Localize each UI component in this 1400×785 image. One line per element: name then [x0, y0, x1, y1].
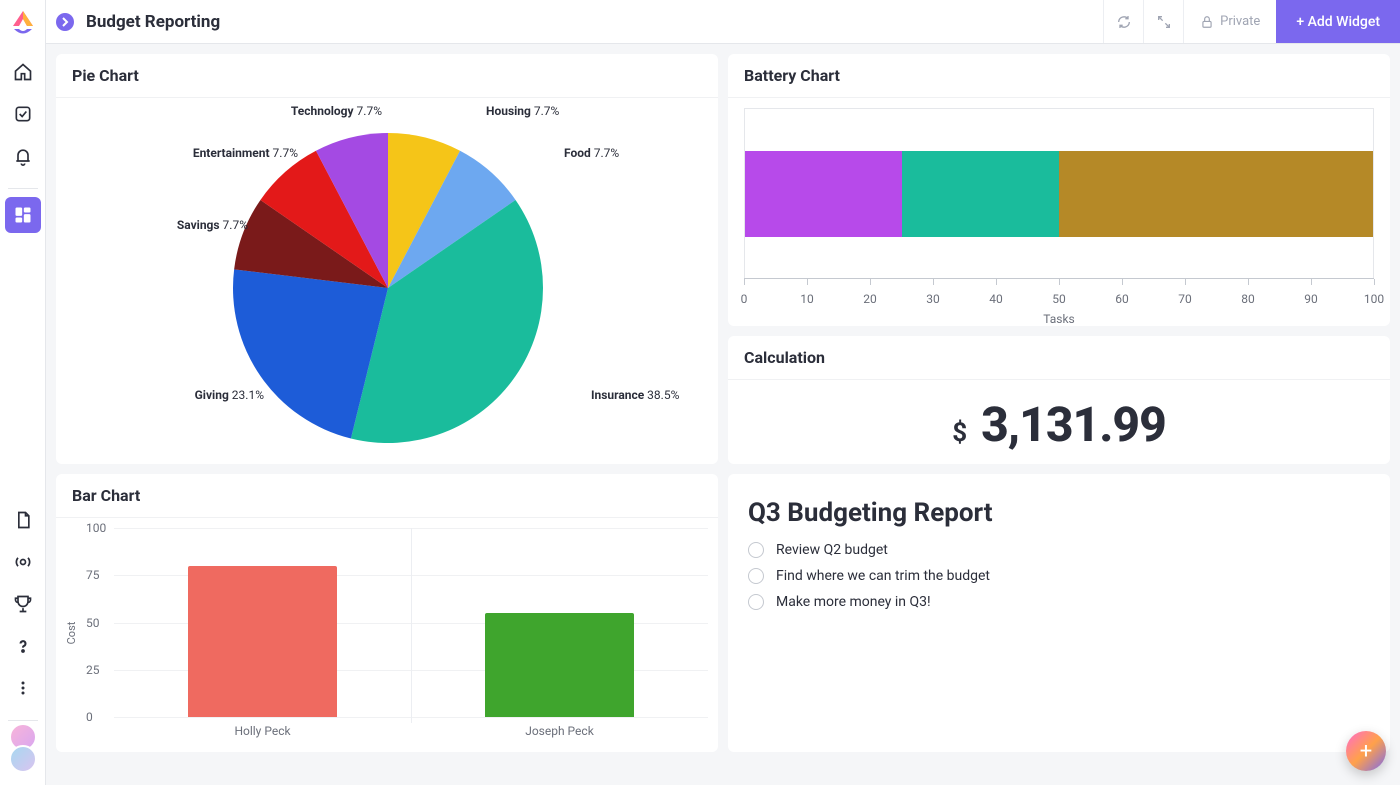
battery-chart	[744, 108, 1374, 278]
checkbox-icon[interactable]	[748, 594, 764, 610]
refresh-button[interactable]	[1103, 0, 1143, 43]
battery-segment[interactable]	[1059, 151, 1373, 237]
bell-icon[interactable]	[5, 138, 41, 174]
checkbox-icon[interactable]	[748, 542, 764, 558]
nav-divider	[8, 720, 38, 721]
card-title: Pie Chart	[56, 54, 718, 98]
app-logo[interactable]	[8, 8, 38, 38]
pie-slice-label: Insurance 38.5%	[591, 388, 679, 402]
dashboard-icon[interactable]	[5, 197, 41, 233]
axis-tick-label: 0	[741, 292, 748, 306]
docs-icon[interactable]	[5, 502, 41, 538]
pie-slice-label: Technology 7.7%	[291, 104, 382, 118]
bar-chart-card: Bar Chart Cost 0 25 50 75 100 Holly Peck Jose…	[56, 474, 718, 752]
goals-icon[interactable]	[5, 586, 41, 622]
axis-tick-label: 10	[800, 292, 814, 306]
fab-add-button[interactable]: +	[1346, 731, 1386, 771]
card-title: Bar Chart	[56, 474, 718, 518]
axis-tick-label: 90	[1304, 292, 1318, 306]
home-icon[interactable]	[5, 54, 41, 90]
pie-slice-label: Food 7.7%	[564, 146, 619, 160]
expand-button[interactable]	[1143, 0, 1183, 43]
add-widget-button[interactable]: + Add Widget	[1276, 0, 1400, 43]
pie-slice-label: Housing 7.7%	[486, 104, 559, 118]
checklist-item[interactable]: Review Q2 budget	[748, 542, 1370, 558]
more-icon[interactable]	[5, 670, 41, 706]
pie-slice-label: Entertainment 7.7%	[193, 146, 298, 160]
axis-title: Tasks	[744, 312, 1374, 326]
y-tick-label: 75	[86, 568, 100, 582]
checklist-item-label: Review Q2 budget	[776, 542, 888, 558]
card-title: Calculation	[728, 336, 1390, 380]
y-tick-label: 100	[86, 521, 106, 535]
expand-sidebar-button[interactable]	[56, 13, 74, 31]
tasks-icon[interactable]	[5, 96, 41, 132]
axis-tick-label: 80	[1241, 292, 1255, 306]
pie-slice-label: Savings 7.7%	[177, 218, 248, 232]
checklist-item[interactable]: Make more money in Q3!	[748, 594, 1370, 610]
checklist-item[interactable]: Find where we can trim the budget	[748, 568, 1370, 584]
bar[interactable]	[188, 566, 337, 717]
calc-prefix: $	[952, 418, 967, 448]
axis-tick-label: 50	[1052, 292, 1066, 306]
avatars[interactable]	[9, 729, 37, 785]
private-label: Private	[1220, 14, 1260, 29]
help-icon[interactable]	[5, 628, 41, 664]
axis-tick-label: 100	[1364, 292, 1384, 306]
bar[interactable]	[485, 613, 634, 717]
axis-tick-label: 70	[1178, 292, 1192, 306]
card-title: Battery Chart	[728, 54, 1390, 98]
y-tick-label: 50	[86, 616, 100, 630]
y-axis-label: Cost	[65, 622, 78, 645]
avatar[interactable]	[9, 745, 37, 773]
report-card: Q3 Budgeting Report Review Q2 budget Find…	[728, 474, 1390, 752]
calc-value: 3,131.99	[981, 396, 1166, 453]
page-title: Budget Reporting	[86, 12, 220, 32]
calculation-card: Calculation $ 3,131.99	[728, 336, 1390, 464]
checkbox-icon[interactable]	[748, 568, 764, 584]
battery-chart-card: Battery Chart 0 10 20 30 40 50 60 70 80 90 100 Tas…	[728, 54, 1390, 326]
axis-tick-label: 40	[989, 292, 1003, 306]
bar-chart: Cost 0 25 50 75 100 Holly Peck Joseph Peck	[56, 518, 718, 748]
report-title: Q3 Budgeting Report	[748, 498, 1370, 528]
battery-segment[interactable]	[745, 151, 902, 237]
checklist-item-label: Find where we can trim the budget	[776, 568, 990, 584]
pie-chart-card: Pie Chart Housing 7.7% Food 7.7% Insurance…	[56, 54, 718, 464]
nav-divider	[8, 188, 38, 189]
axis-tick-label: 30	[926, 292, 940, 306]
y-tick-label: 25	[86, 663, 100, 677]
topbar: Budget Reporting Private + Add Widget	[46, 0, 1400, 44]
axis-tick-label: 20	[863, 292, 877, 306]
sidebar	[0, 0, 46, 785]
y-tick-label: 0	[86, 710, 93, 724]
bar-label: Joseph Peck	[525, 724, 594, 738]
private-button[interactable]: Private	[1183, 0, 1276, 43]
lock-icon	[1200, 15, 1214, 29]
axis-tick-label: 60	[1115, 292, 1129, 306]
pulse-icon[interactable]	[5, 544, 41, 580]
pie-slice-label: Giving 23.1%	[195, 388, 264, 402]
bar-label: Holly Peck	[234, 724, 290, 738]
checklist-item-label: Make more money in Q3!	[776, 594, 931, 610]
battery-segment[interactable]	[902, 151, 1059, 237]
pie-chart: Housing 7.7% Food 7.7% Insurance 38.5% Givi…	[56, 98, 718, 458]
